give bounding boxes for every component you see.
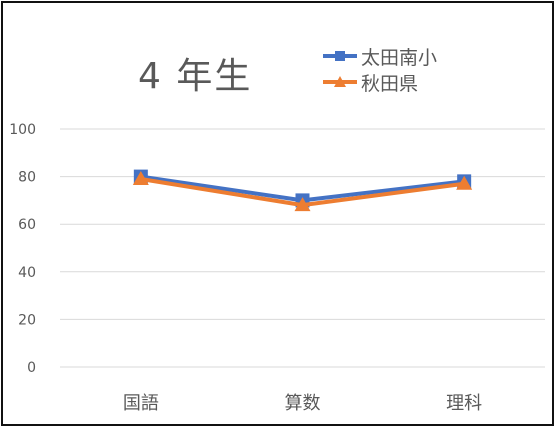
legend-item-series-2: 秋田県 [321, 69, 437, 95]
y-tick-label: 80 [18, 170, 36, 186]
y-tick-label: 100 [9, 122, 36, 138]
x-category-label: 国語 [123, 393, 159, 414]
x-category-label: 理科 [446, 393, 482, 414]
legend-label-series-2: 秋田県 [361, 72, 419, 95]
legend-marker-triangle-icon [323, 76, 357, 87]
y-tick-label: 20 [18, 312, 36, 328]
x-category-label: 算数 [285, 393, 321, 414]
y-tick-label: 40 [18, 265, 36, 281]
data-point-series-2 [294, 197, 311, 212]
legend: 太田南小 秋田県 [321, 43, 437, 95]
chart-frame: 4 年生 太田南小 秋田県 [1, 1, 554, 426]
chart-title: 4 年生 [138, 56, 253, 97]
data-point-series-2 [132, 170, 149, 185]
y-tick-label: 0 [27, 360, 36, 376]
legend-label-series-1: 太田南小 [361, 46, 438, 69]
legend-item-series-1: 太田南小 [321, 43, 437, 69]
data-point-series-2 [456, 175, 473, 190]
y-tick-label: 60 [18, 217, 36, 233]
legend-marker-square-icon [323, 51, 357, 61]
